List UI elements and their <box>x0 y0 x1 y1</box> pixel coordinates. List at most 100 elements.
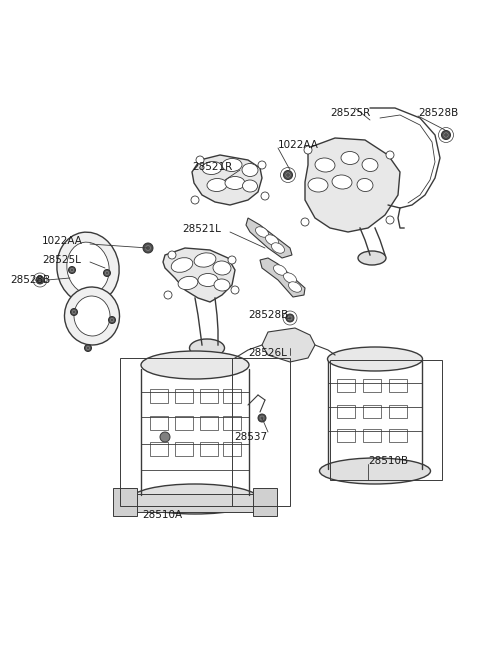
Bar <box>150 416 168 430</box>
Circle shape <box>301 218 309 226</box>
Circle shape <box>143 243 153 253</box>
Polygon shape <box>163 248 235 302</box>
Circle shape <box>261 192 269 200</box>
Polygon shape <box>192 155 262 205</box>
Circle shape <box>386 151 394 159</box>
Ellipse shape <box>225 176 245 189</box>
Ellipse shape <box>57 232 119 304</box>
Bar <box>389 429 407 442</box>
Bar <box>363 379 381 392</box>
Text: 28526L: 28526L <box>248 348 287 358</box>
Bar <box>223 416 241 430</box>
Ellipse shape <box>178 276 198 290</box>
Ellipse shape <box>288 282 301 292</box>
Ellipse shape <box>308 178 328 192</box>
Circle shape <box>442 130 451 140</box>
Text: 28537: 28537 <box>234 432 267 442</box>
Ellipse shape <box>274 265 287 275</box>
Text: 28528B: 28528B <box>10 275 50 285</box>
Text: 28528B: 28528B <box>248 310 288 320</box>
Bar <box>120 358 290 506</box>
Circle shape <box>108 316 116 324</box>
Ellipse shape <box>341 151 359 164</box>
Ellipse shape <box>265 234 278 245</box>
Ellipse shape <box>64 287 120 345</box>
Circle shape <box>228 256 236 264</box>
Ellipse shape <box>320 458 431 484</box>
Text: 1022AA: 1022AA <box>278 140 319 150</box>
Ellipse shape <box>272 243 285 253</box>
Bar <box>200 416 218 430</box>
Bar <box>223 442 241 456</box>
Bar <box>337 405 355 418</box>
Bar <box>363 429 381 442</box>
Ellipse shape <box>358 251 386 265</box>
Circle shape <box>36 276 44 284</box>
Ellipse shape <box>213 261 231 275</box>
Ellipse shape <box>214 279 230 291</box>
Ellipse shape <box>194 253 216 267</box>
Circle shape <box>231 286 239 294</box>
Bar <box>113 488 137 516</box>
Ellipse shape <box>131 484 259 514</box>
Polygon shape <box>260 258 305 297</box>
Bar <box>389 405 407 418</box>
Bar <box>389 379 407 392</box>
Bar <box>363 405 381 418</box>
Ellipse shape <box>315 158 335 172</box>
Circle shape <box>258 414 266 422</box>
Bar <box>223 389 241 403</box>
Text: 1022AA: 1022AA <box>42 236 83 246</box>
Ellipse shape <box>357 178 373 191</box>
Circle shape <box>258 161 266 169</box>
Circle shape <box>168 251 176 259</box>
Ellipse shape <box>362 159 378 172</box>
Circle shape <box>69 267 75 274</box>
Circle shape <box>286 314 294 322</box>
Bar <box>175 442 193 456</box>
Ellipse shape <box>171 257 193 272</box>
Ellipse shape <box>141 351 249 379</box>
Circle shape <box>191 196 199 204</box>
Text: 28525L: 28525L <box>42 255 81 265</box>
Ellipse shape <box>67 242 109 294</box>
Bar <box>150 442 168 456</box>
Circle shape <box>104 269 110 276</box>
Text: 28521R: 28521R <box>192 162 232 172</box>
Polygon shape <box>305 138 400 232</box>
Ellipse shape <box>207 179 227 191</box>
Polygon shape <box>262 328 315 362</box>
Text: 28525R: 28525R <box>330 108 370 118</box>
Ellipse shape <box>190 339 225 357</box>
Bar <box>330 360 442 480</box>
Ellipse shape <box>242 180 257 192</box>
Ellipse shape <box>255 227 268 237</box>
Ellipse shape <box>202 162 222 174</box>
Circle shape <box>71 309 77 316</box>
Ellipse shape <box>222 159 242 172</box>
Ellipse shape <box>242 164 258 176</box>
Bar <box>200 389 218 403</box>
Bar <box>150 389 168 403</box>
Bar <box>200 442 218 456</box>
Circle shape <box>196 156 204 164</box>
Bar <box>337 379 355 392</box>
Text: 28528B: 28528B <box>418 108 458 118</box>
Circle shape <box>284 170 292 179</box>
Text: 28521L: 28521L <box>182 224 221 234</box>
Polygon shape <box>246 218 292 258</box>
Ellipse shape <box>74 296 110 336</box>
Text: 28510B: 28510B <box>368 456 408 466</box>
Bar <box>253 488 277 516</box>
Bar <box>175 416 193 430</box>
Bar <box>337 429 355 442</box>
Ellipse shape <box>198 274 218 286</box>
Ellipse shape <box>327 347 422 371</box>
Text: 28510A: 28510A <box>142 510 182 520</box>
Circle shape <box>386 216 394 224</box>
Circle shape <box>164 291 172 299</box>
Circle shape <box>160 432 170 442</box>
Circle shape <box>84 345 92 352</box>
Bar <box>125 494 265 512</box>
Ellipse shape <box>284 272 297 283</box>
